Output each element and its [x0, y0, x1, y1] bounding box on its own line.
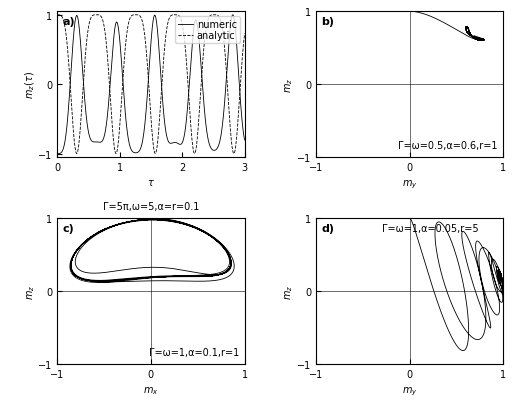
- numeric: [240, 129, 247, 134]
- Y-axis label: $m_z$: $m_z$: [283, 284, 295, 299]
- Line: numeric: numeric: [57, 16, 244, 154]
- Legend: numeric, analytic: numeric, analytic: [175, 17, 240, 44]
- X-axis label: $m_x$: $m_x$: [143, 384, 159, 396]
- Text: d): d): [321, 223, 335, 233]
- X-axis label: $\tau$: $\tau$: [147, 178, 155, 188]
- Y-axis label: $m_z$: $m_z$: [25, 284, 37, 299]
- numeric: [241, 138, 248, 143]
- numeric: [100, 139, 106, 144]
- analytic: [152, 152, 158, 157]
- numeric: [125, 134, 131, 139]
- analytic: [99, 16, 105, 21]
- Text: Γ=ω=0.5,α=0.6,r=1: Γ=ω=0.5,α=0.6,r=1: [398, 140, 498, 151]
- analytic: [138, 16, 144, 21]
- analytic: [125, 25, 131, 30]
- analytic: [54, 13, 60, 18]
- Text: c): c): [63, 223, 74, 233]
- analytic: [240, 46, 247, 51]
- Text: Γ=5π,ω=5,α=r=0.1: Γ=5π,ω=5,α=r=0.1: [103, 201, 199, 211]
- Text: Γ=ω=1,α=0.05,r=5: Γ=ω=1,α=0.05,r=5: [381, 223, 478, 233]
- numeric: [138, 145, 144, 150]
- numeric: [229, 13, 236, 18]
- analytic: [98, 14, 104, 19]
- numeric: [99, 140, 105, 145]
- Y-axis label: $m_z(\tau)$: $m_z(\tau)$: [23, 71, 37, 99]
- analytic: [241, 32, 248, 37]
- analytic: [100, 18, 106, 23]
- Text: b): b): [321, 17, 335, 27]
- Text: a): a): [63, 17, 75, 27]
- numeric: [54, 152, 60, 157]
- Line: analytic: analytic: [57, 16, 244, 154]
- numeric: [98, 140, 104, 145]
- X-axis label: $m_y$: $m_y$: [402, 384, 417, 397]
- Text: Γ=ω=1,α=0.1,r=1: Γ=ω=1,α=0.1,r=1: [149, 347, 239, 357]
- X-axis label: $m_y$: $m_y$: [402, 178, 417, 190]
- Y-axis label: $m_z$: $m_z$: [283, 77, 295, 92]
